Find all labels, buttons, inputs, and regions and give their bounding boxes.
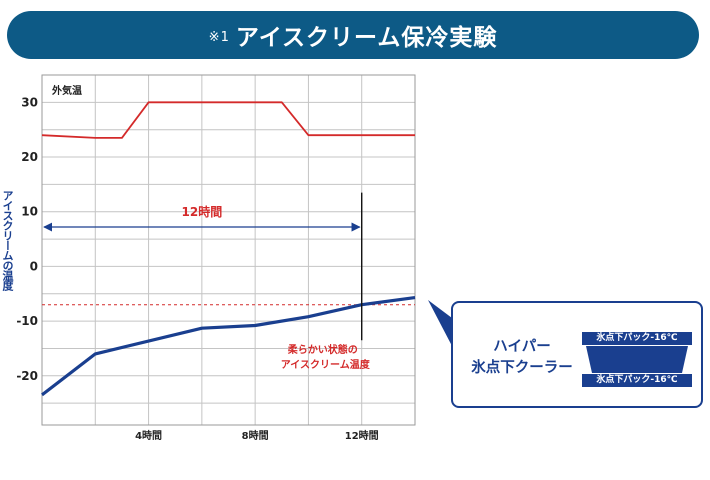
title-banner: ※1 アイスクリーム保冷実験 [7,11,699,59]
annotation-line2: アイスクリーム温度 [281,358,371,371]
y-tick-label: 30 [21,95,38,109]
series-line-1 [41,296,416,397]
ice-pack-bottom: 氷点下パック-16℃ [582,374,692,387]
product-name-line1: ハイパー [493,339,551,355]
callout-pointer [428,300,452,346]
cooler-callout: ハイパー 氷点下クーラー 氷点下パック-16℃ 氷点下パック-16℃ [451,301,703,408]
series-label-outside-temp: 外気温 [51,84,82,97]
y-axis-label: アイスクリームの温度 [1,190,14,290]
footnote-mark: ※1 [208,29,230,45]
ice-pack-top: 氷点下パック-16℃ [582,332,692,345]
y-tick-label: 10 [21,205,38,219]
product-name-line2: 氷点下クーラー [471,360,573,376]
y-tick-label: 0 [30,259,38,273]
duration-label: 12時間 [182,204,223,219]
page-title: アイスクリーム保冷実験 [235,25,498,51]
annotation-line1: 柔らかい状態の [287,343,358,356]
plot-frame [41,74,416,426]
y-tick-label: -20 [16,369,38,383]
series-line-0 [41,101,415,139]
cooler-box-icon [586,346,688,373]
product-name: ハイパー 氷点下クーラー [461,337,583,379]
y-tick-label: 20 [21,150,38,164]
x-tick-label: 8時間 [242,429,269,442]
x-tick-label: 4時間 [135,429,162,442]
y-tick-label: -10 [16,314,38,328]
x-tick-label: 12時間 [345,429,379,442]
